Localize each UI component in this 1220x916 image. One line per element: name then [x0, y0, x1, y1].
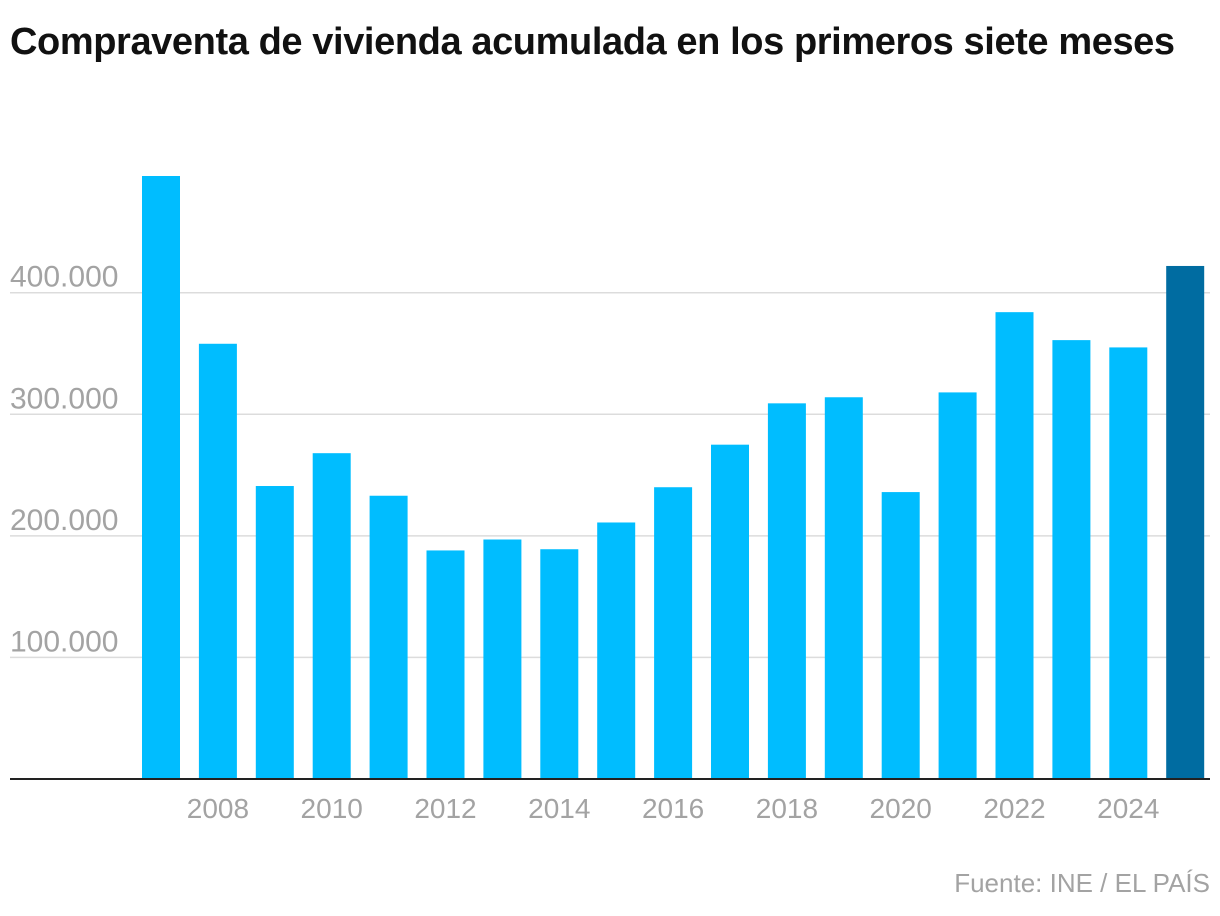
bar-2022 [995, 312, 1034, 779]
x-tick-label-2024: 2024 [1097, 793, 1159, 824]
bar-2024 [1109, 347, 1148, 779]
bar-2019 [824, 397, 863, 779]
x-tick-label-2008: 2008 [187, 793, 249, 824]
bar-2007 [142, 176, 180, 779]
chart-title: Compraventa de vivienda acumulada en los… [10, 21, 1175, 63]
bar-2023 [1052, 340, 1091, 779]
x-axis-labels: 2008 2010 2012 2014 2016 2018 2020 2022 2024 [187, 793, 1160, 824]
y-tick-label: 100.000 [10, 625, 118, 658]
bar-2010 [312, 453, 351, 779]
x-tick-label-2012: 2012 [414, 793, 476, 824]
bar-2009 [255, 486, 294, 779]
bar-2016 [654, 487, 693, 779]
bar-2008 [198, 343, 237, 779]
bar-2015 [597, 522, 636, 779]
y-tick-label: 200.000 [10, 504, 118, 537]
bar-2014 [540, 549, 579, 779]
bar-2012 [426, 550, 465, 779]
bars [142, 176, 1205, 779]
x-tick-label-2018: 2018 [756, 793, 818, 824]
x-tick-label-2016: 2016 [642, 793, 704, 824]
source-note: Fuente: INE / EL PAÍS [954, 868, 1210, 898]
y-tick-label: 300.000 [10, 382, 118, 415]
bar-2021 [938, 392, 977, 779]
bar-2011 [369, 495, 408, 779]
bar-2020 [881, 492, 920, 779]
bar-2018 [767, 403, 806, 779]
y-axis-labels: 100.000 200.000 300.000 400.000 [10, 261, 118, 659]
x-tick-label-2014: 2014 [528, 793, 590, 824]
bar-2013 [483, 539, 522, 779]
bar-2017 [711, 444, 749, 779]
x-tick-label-2010: 2010 [301, 793, 363, 824]
bar-2025 [1166, 265, 1205, 779]
x-tick-label-2022: 2022 [983, 793, 1045, 824]
y-tick-label: 400.000 [10, 261, 118, 294]
x-tick-label-2020: 2020 [870, 793, 932, 824]
